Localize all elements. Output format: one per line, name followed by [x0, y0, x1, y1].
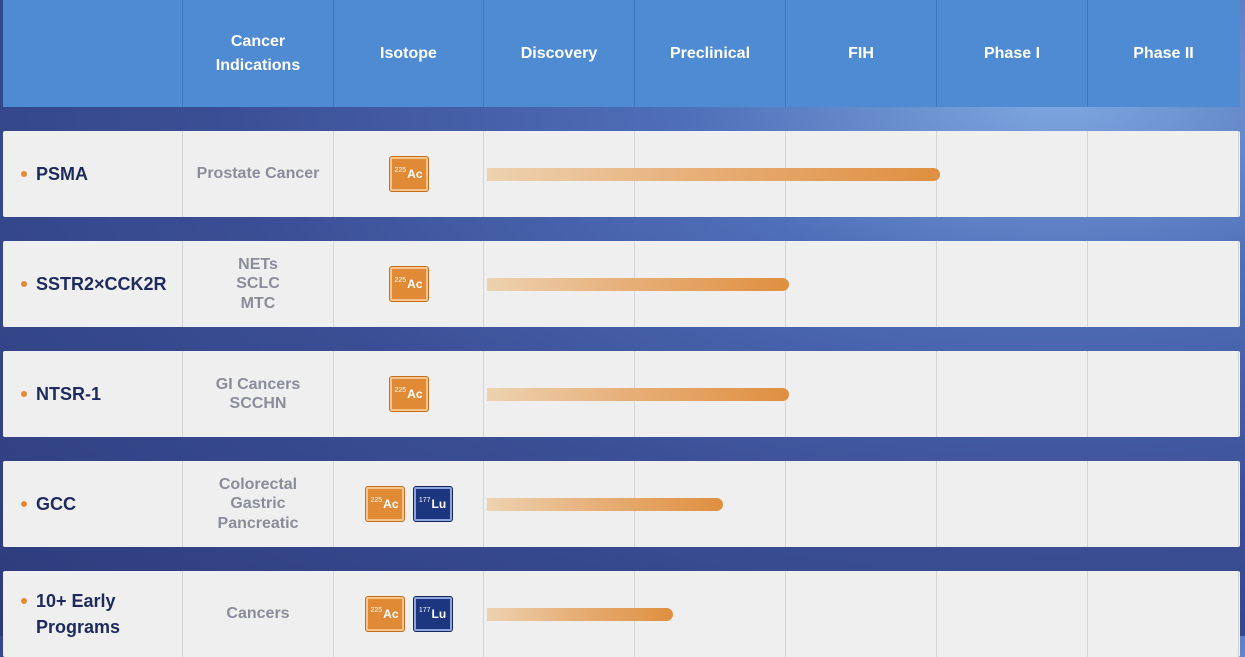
stage-cell: [937, 241, 1088, 327]
isotope-mass: 225: [370, 606, 383, 614]
progress-bar: [487, 168, 940, 181]
target-name: GCC: [21, 491, 76, 517]
stage-cell: [1088, 351, 1239, 437]
target-label: GCC: [36, 494, 76, 514]
header-phase-1: Phase I: [937, 0, 1088, 107]
header-fih: FIH: [786, 0, 937, 107]
indication-label: SCCHN: [229, 395, 287, 412]
isotope-cell: 225 Ac: [334, 351, 484, 437]
target-name: NTSR-1: [21, 381, 101, 407]
isotope-symbol: Ac: [407, 167, 423, 181]
stage-cell: [786, 571, 937, 657]
isotope-symbol: Lu: [431, 607, 447, 621]
bullet-icon: [21, 391, 27, 397]
pipeline-header: Cancer Indications Isotope Discovery Precli…: [3, 0, 1240, 107]
indications-cell: NETs SCLC MTC: [183, 241, 334, 327]
target-label: SSTR2×CCK2R: [36, 274, 167, 294]
stage-cell: [635, 571, 786, 657]
lutetium-177-icon: 177 Lu: [413, 487, 452, 521]
stage-cell: [1088, 461, 1239, 547]
header-isotope: Isotope: [334, 0, 484, 107]
indication-label: Cancers: [226, 605, 290, 623]
indication-label: NETs: [238, 255, 278, 273]
stage-cell: [937, 461, 1088, 547]
isotope-mass: 177: [418, 606, 431, 614]
indication-label: Prostate Cancer: [196, 165, 320, 183]
progress-bar: [487, 498, 723, 511]
progress-bar: [487, 608, 673, 621]
actinium-225-icon: 225 Ac: [389, 267, 428, 301]
isotope-symbol: Ac: [383, 497, 399, 511]
target-label: PSMA: [36, 164, 89, 184]
actinium-225-icon: 225 Ac: [389, 157, 428, 191]
bullet-icon: [21, 598, 27, 604]
stage-cell: [786, 351, 937, 437]
header-discovery: Discovery: [484, 0, 635, 107]
actinium-225-icon: 225 Ac: [389, 377, 428, 411]
isotope-mass: 225: [394, 166, 407, 174]
isotope-cell: 225 Ac: [334, 131, 484, 217]
stage-cell: [786, 241, 937, 327]
stage-cell: [1088, 571, 1239, 657]
isotope-mass: 225: [394, 276, 407, 284]
stage-cell: [786, 461, 937, 547]
actinium-225-icon: 225 Ac: [365, 487, 404, 521]
indication-label: Pancreatic: [217, 514, 299, 532]
target-cell: PSMA: [3, 131, 183, 217]
bullet-icon: [21, 281, 27, 287]
target-cell: 10+ Early Programs: [3, 571, 183, 657]
pipeline-row: GCC Colorectal Gastric Pancreatic 225 Ac 177 Lu: [3, 461, 1240, 547]
indication-label: Gastric: [230, 495, 286, 513]
isotope-mass: 177: [418, 496, 431, 504]
indication-label: Colorectal: [218, 475, 298, 493]
pipeline-row: 10+ Early Programs Cancers 225 Ac 177 Lu: [3, 571, 1240, 657]
header-phase-2: Phase II: [1133, 44, 1194, 62]
target-cell: NTSR-1: [3, 351, 183, 437]
target-name: PSMA: [21, 161, 88, 187]
indications-cell: Cancers: [183, 571, 334, 657]
bullet-icon: [21, 171, 27, 177]
isotope-symbol: Lu: [431, 497, 447, 511]
indication-label: GI Cancers: [215, 375, 301, 393]
target-name: 10+ Early Programs: [21, 588, 120, 640]
stage-cell: [937, 131, 1088, 217]
indication-label: MTC: [240, 294, 276, 312]
progress-bar: [487, 388, 789, 401]
indication-label: SCLC: [236, 275, 280, 293]
isotope-cell: 225 Ac 177 Lu: [334, 461, 484, 547]
isotope-symbol: Ac: [407, 387, 423, 401]
target-label: 10+ Early Programs: [36, 591, 121, 637]
isotope-symbol: Ac: [407, 277, 423, 291]
pipeline-row: NTSR-1 GI Cancers SCCHN 225 Ac: [3, 351, 1240, 437]
isotope-mass: 225: [394, 386, 407, 394]
target-label: NTSR-1: [36, 384, 102, 404]
isotope-cell: 225 Ac 177 Lu: [334, 571, 484, 657]
indications-cell: Prostate Cancer: [183, 131, 334, 217]
stage-cell: [1088, 131, 1239, 217]
isotope-cell: 225 Ac: [334, 241, 484, 327]
pipeline-row: PSMA Prostate Cancer 225 Ac: [3, 131, 1240, 217]
actinium-225-icon: 225 Ac: [365, 597, 404, 631]
stage-cell: [937, 571, 1088, 657]
header-empty: [3, 0, 183, 107]
stage-cell: [937, 351, 1088, 437]
isotope-symbol: Ac: [383, 607, 399, 621]
target-name: SSTR2×CCK2R: [21, 271, 167, 297]
header-cancer-indications: Cancer Indications: [183, 0, 334, 107]
pipeline-row: SSTR2×CCK2R NETs SCLC MTC 225 Ac: [3, 241, 1240, 327]
stage-cell: [635, 461, 786, 547]
header-preclinical: Preclinical: [635, 0, 786, 107]
lutetium-177-icon: 177 Lu: [413, 597, 452, 631]
target-cell: GCC: [3, 461, 183, 547]
indications-cell: GI Cancers SCCHN: [183, 351, 334, 437]
bullet-icon: [21, 501, 27, 507]
stage-cell: [1088, 241, 1239, 327]
target-cell: SSTR2×CCK2R: [3, 241, 183, 327]
indications-cell: Colorectal Gastric Pancreatic: [183, 461, 334, 547]
progress-bar: [487, 278, 789, 291]
isotope-mass: 225: [370, 496, 383, 504]
